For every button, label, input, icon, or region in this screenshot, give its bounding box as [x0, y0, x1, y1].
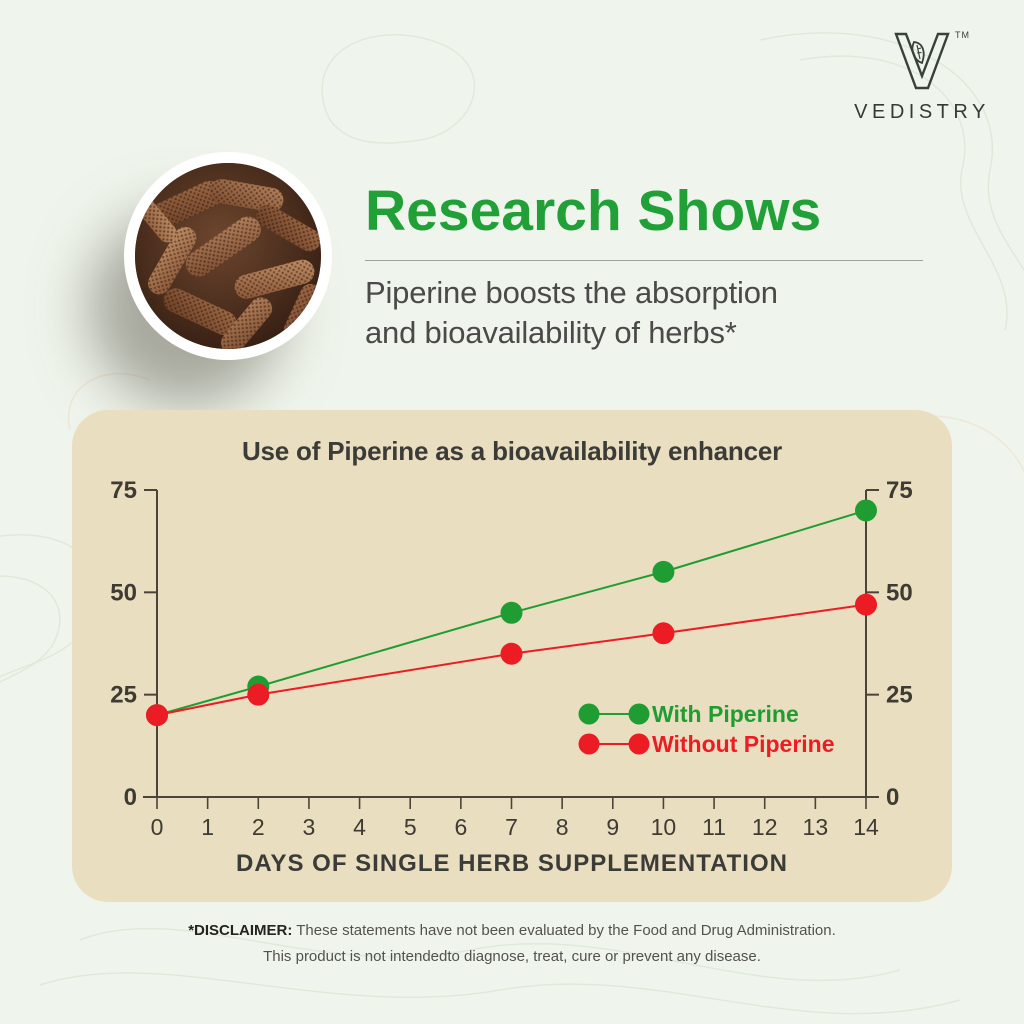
x-tick-label: 2	[252, 814, 265, 840]
legend-label: Without Piperine	[652, 731, 835, 757]
headline: Research Shows	[365, 179, 822, 243]
trademark-symbol: TM	[955, 30, 970, 40]
chart-x-axis-label: DAYS OF SINGLE HERB SUPPLEMENTATION	[236, 850, 788, 877]
y-tick-label-right: 75	[886, 477, 913, 504]
x-tick-label: 11	[702, 814, 726, 840]
data-point-marker	[247, 683, 270, 706]
data-point-marker	[500, 601, 523, 624]
y-tick-label-right: 0	[886, 784, 899, 811]
data-point-marker	[855, 499, 877, 522]
x-tick-label: 14	[853, 814, 879, 840]
subheadline: Piperine boosts the absorption and bioav…	[365, 273, 930, 352]
chart-title: Use of Piperine as a bioavailability enh…	[241, 436, 783, 466]
disclaimer-line2: This product is not intendedto diagnose,…	[263, 948, 761, 966]
legend-marker	[628, 703, 650, 725]
legend-marker	[628, 733, 650, 755]
data-point-marker	[652, 560, 675, 583]
x-tick-label: 4	[353, 814, 366, 840]
y-tick-label-right: 50	[886, 579, 913, 606]
legend-marker	[578, 703, 600, 725]
long-pepper-photo	[124, 152, 332, 360]
y-tick-label-right: 25	[886, 682, 913, 709]
legend-label: With Piperine	[652, 701, 799, 727]
x-tick-label: 0	[151, 814, 164, 840]
x-tick-label: 9	[606, 814, 619, 840]
data-point-marker	[146, 704, 168, 727]
x-tick-label: 13	[803, 814, 829, 840]
disclaimer: *DISCLAIMER: These statements have not b…	[0, 918, 1024, 971]
headline-divider	[365, 259, 923, 261]
y-tick-label-left: 0	[124, 784, 137, 811]
disclaimer-line1: *DISCLAIMER: These statements have not b…	[188, 922, 836, 939]
legend-marker	[578, 733, 600, 755]
chart-panel: 0 0 25 25 50 50 75 75 0 1 2 3 4 5 6 7 8 9 10 11 12 13 14 With P…	[72, 410, 952, 902]
x-tick-label: 1	[201, 814, 214, 840]
data-point-marker	[500, 642, 523, 665]
y-tick-label-left: 75	[110, 477, 137, 504]
brand-logo: TM VEDISTRY	[852, 30, 992, 124]
y-tick-label-left: 25	[110, 682, 137, 709]
disclaimer-label: *DISCLAIMER:	[188, 922, 293, 939]
data-point-marker	[652, 622, 675, 645]
subheadline-line1: Piperine boosts the absorption	[365, 274, 778, 310]
x-tick-label: 6	[454, 814, 467, 840]
y-tick-label-left: 50	[110, 579, 137, 606]
hero-text-block: Research Shows Piperine boosts the absor…	[365, 179, 930, 352]
data-point-marker	[855, 593, 877, 616]
subheadline-line2: and bioavailability of herbs*	[365, 314, 737, 350]
v-leaf-logo-icon: TM	[890, 30, 969, 97]
x-tick-label: 10	[651, 814, 677, 840]
x-tick-label: 8	[556, 814, 569, 840]
brand-wordmark: VEDISTRY	[854, 101, 990, 123]
x-tick-label: 5	[404, 814, 417, 840]
x-tick-label: 12	[752, 814, 778, 840]
x-tick-label: 3	[303, 814, 316, 840]
x-tick-label: 7	[505, 814, 518, 840]
